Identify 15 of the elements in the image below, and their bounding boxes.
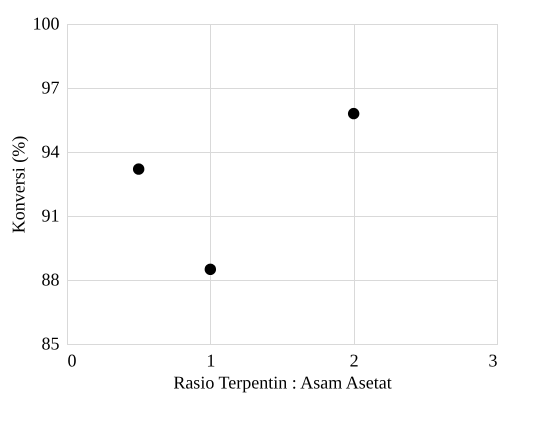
point [132,163,144,175]
x-tick-label: 3 [488,350,498,370]
x-tick-label: 2 [350,350,359,370]
y-tick-label: 88 [42,270,60,290]
y-tick-label: 100 [32,14,60,34]
x-axis-title: Rasio Terpentin : Asam Asetat [173,372,392,392]
x-tick-label: 1 [206,350,216,370]
y-tick-label: 94 [42,142,60,162]
y-tick-label: 85 [42,334,60,354]
y-tick-label: 97 [42,78,60,98]
y-tick-label: 91 [42,206,60,226]
x-tick-label: 0 [68,350,76,370]
y-axis-title: Konversi (%) [8,136,28,234]
point [204,264,216,276]
point [348,108,360,120]
